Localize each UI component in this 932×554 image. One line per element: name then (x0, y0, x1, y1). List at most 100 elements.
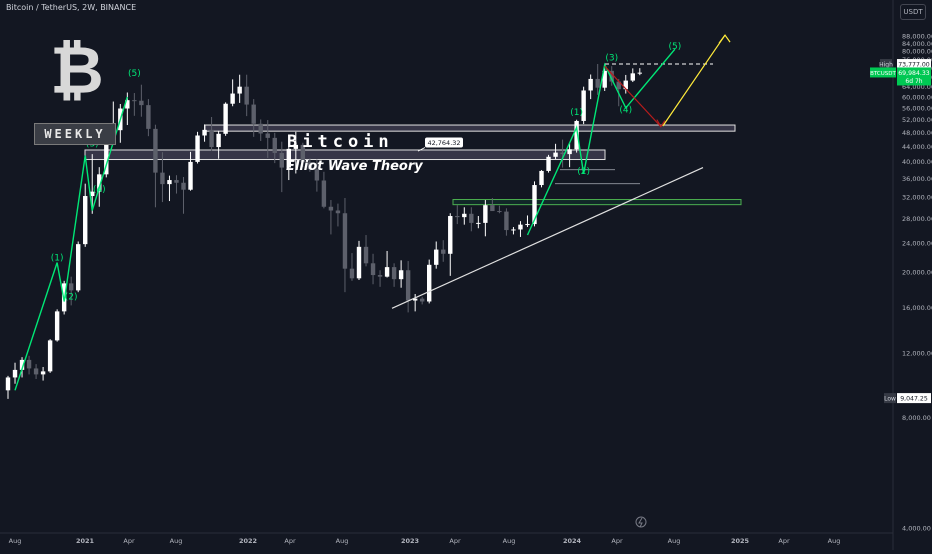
chart-subheadline: Elliot Wave Theory (286, 159, 423, 174)
candle-body (616, 81, 621, 90)
candle-body (483, 205, 488, 223)
candle-body (434, 249, 439, 265)
candle-body (202, 129, 207, 136)
y-tick-label: 28,000.00 (902, 215, 932, 223)
wave-label: (5) (128, 69, 141, 79)
symbol-badge (870, 67, 896, 78)
red-projection-arrowhead (656, 119, 666, 128)
y-tick-label: 60,000.00 (902, 93, 932, 101)
candle-body (139, 100, 144, 106)
candle-body (637, 72, 642, 74)
bar-countdown: 6d 7h (905, 78, 922, 85)
y-tick-label: 52,000.00 (902, 116, 932, 124)
x-tick-label: Apr (778, 537, 790, 545)
y-tick-label: 16,000.00 (902, 304, 932, 312)
wave-label: (4) (619, 105, 632, 115)
x-tick-label: Aug (828, 537, 841, 545)
zone-price-label: 42,764.32 (427, 139, 460, 147)
candle-body (560, 152, 565, 155)
x-tick-label: Apr (611, 537, 623, 545)
high-label-box (880, 59, 892, 70)
candle-body (321, 180, 327, 207)
candle-body (104, 138, 109, 175)
wave-label: (5) (669, 42, 682, 52)
wave-label: (1) (51, 253, 64, 263)
candle-body (581, 90, 586, 121)
candle-body (307, 162, 313, 170)
last-price-box (897, 67, 931, 86)
candle-body (251, 104, 256, 124)
low-label: Low (884, 396, 896, 403)
zone-price-pointer (417, 147, 426, 152)
y-tick-label: 4,000.00 (902, 525, 931, 533)
candle-body (419, 298, 425, 302)
x-tick-label: 2022 (239, 537, 257, 545)
x-tick-label: 2025 (731, 537, 750, 545)
timeframe-badge: WEEKLY (34, 123, 116, 145)
wave-label: (4) (93, 185, 106, 195)
candle-body (384, 267, 390, 277)
candle-body (546, 156, 551, 171)
candle-body (504, 211, 509, 231)
candle-body (370, 263, 376, 276)
candle-body (286, 148, 291, 168)
candle-body (265, 133, 270, 138)
candle-body (469, 213, 474, 223)
candle-body (223, 103, 228, 134)
x-tick-label: Aug (668, 537, 681, 545)
y-tick-label: 8,000.00 (902, 414, 931, 422)
candle-body (630, 73, 635, 81)
candle-body (356, 246, 362, 279)
candle-body (167, 180, 172, 185)
candle-body (293, 144, 299, 149)
low-label-box (884, 393, 896, 404)
x-tick-label: Aug (9, 537, 22, 545)
candle-body (195, 135, 200, 162)
y-tick-label: 24,000.00 (902, 239, 932, 247)
red-projection-line (604, 65, 662, 128)
y-tick-label: 36,000.00 (902, 175, 932, 183)
candle-body (497, 211, 502, 213)
candle-body (476, 222, 481, 224)
candle-body (244, 86, 249, 105)
candle-body (33, 368, 39, 375)
elliott-wave-path-1 (14, 96, 128, 391)
x-tick-label: Apr (123, 537, 135, 545)
x-tick-label: Apr (449, 537, 461, 545)
lightning-icon (638, 517, 643, 528)
chart-headline: Bitcoin (287, 132, 394, 152)
candle-body (47, 340, 53, 372)
last-price: 69,984.33 (898, 70, 930, 77)
candle-body (553, 152, 558, 157)
candle-body (68, 283, 74, 291)
candle-body (532, 185, 537, 225)
candle-body (209, 129, 214, 148)
candle-body (237, 86, 242, 94)
candle-body (125, 100, 130, 109)
candle-body (574, 120, 579, 150)
candle-body (405, 270, 411, 301)
zone-lower-resistance (84, 149, 606, 161)
candle-body (539, 170, 544, 186)
candle-body (462, 213, 467, 218)
candle-body (490, 205, 495, 212)
yellow-projection-arrowhead (718, 34, 731, 44)
yellow-projection-line (662, 34, 726, 127)
candle-body (588, 78, 593, 91)
candle-body (279, 152, 284, 168)
candle-body (272, 137, 277, 153)
candle-body (90, 191, 95, 197)
candle-body (427, 264, 432, 302)
zone-upper-resistance (204, 124, 736, 132)
low-value-box (897, 393, 931, 404)
y-tick-label: 64,000.00 (902, 83, 932, 91)
x-tick-label: 2024 (563, 537, 582, 545)
candle-body (328, 206, 334, 211)
currency-button[interactable]: USDT (900, 4, 926, 20)
candle-body (54, 311, 60, 341)
zone-green-support (452, 199, 742, 206)
candle-body (97, 174, 102, 192)
candle-body (448, 216, 453, 254)
